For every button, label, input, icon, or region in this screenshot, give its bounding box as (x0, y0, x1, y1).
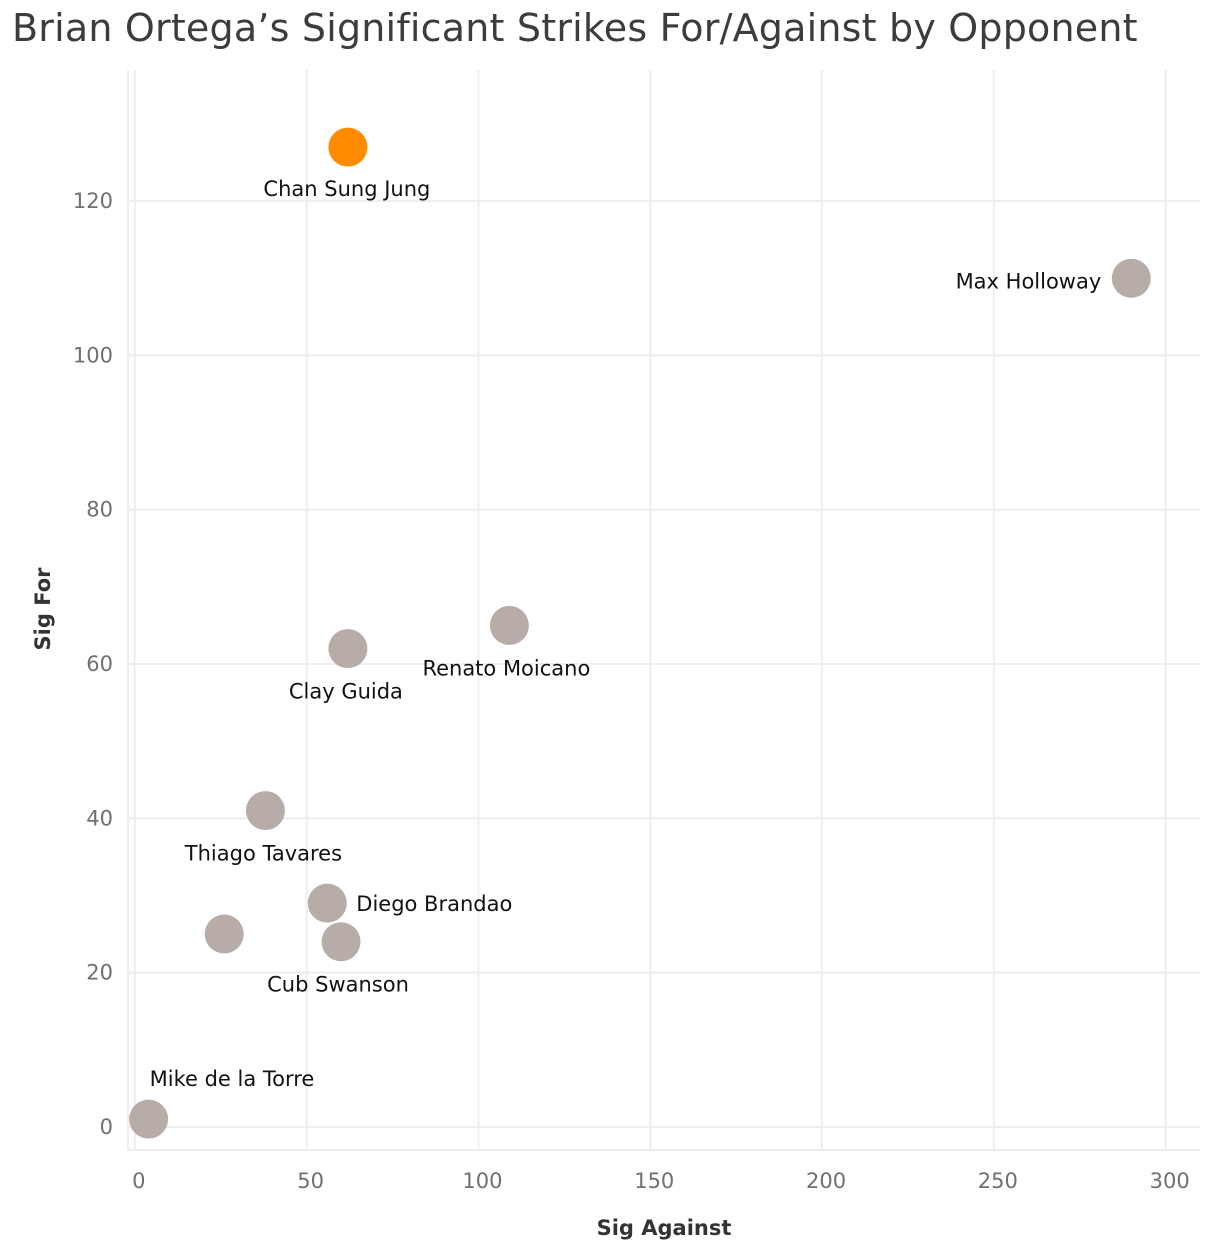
data-point (328, 127, 368, 167)
y-tick-label: 0 (100, 1115, 113, 1139)
x-tick-label: 150 (634, 1169, 674, 1193)
data-label: Renato Moicano (422, 656, 590, 680)
y-tick-label: 120 (73, 189, 113, 213)
data-points (129, 127, 1151, 1139)
y-tick-label: 20 (86, 961, 113, 985)
chart-title: Brian Ortega’s Significant Strikes For/A… (12, 6, 1138, 50)
y-tick-label: 40 (86, 806, 113, 830)
data-point (321, 922, 361, 962)
data-label: Diego Brandao (356, 892, 512, 916)
grid (127, 70, 1200, 1151)
data-label: Clay Guida (289, 680, 403, 704)
data-point (489, 605, 529, 645)
y-tick-label: 60 (86, 652, 113, 676)
x-tick-label: 250 (978, 1169, 1018, 1193)
y-tick-label: 80 (86, 498, 113, 522)
data-label: Chan Sung Jung (263, 177, 430, 201)
data-point (1111, 258, 1151, 298)
data-label: Thiago Tavares (184, 842, 342, 866)
x-tick-label: 50 (297, 1169, 324, 1193)
data-point (307, 883, 347, 923)
x-axis-title: Sig Against (597, 1216, 732, 1240)
data-label: Max Holloway (956, 269, 1102, 293)
data-label: Mike de la Torre (150, 1067, 315, 1091)
y-tick-label: 100 (73, 343, 113, 367)
x-tick-label: 100 (462, 1169, 502, 1193)
data-point (328, 629, 368, 669)
x-tick-label: 300 (1150, 1169, 1190, 1193)
y-axis-ticks: 0 20 40 60 80 100 120 (73, 189, 113, 1139)
data-label: Cub Swanson (267, 973, 409, 997)
data-point (245, 791, 285, 831)
x-tick-label: 200 (806, 1169, 846, 1193)
data-point (204, 914, 244, 954)
x-axis-ticks: 0 50 100 150 200 250 300 (132, 1169, 1190, 1193)
data-point (129, 1099, 169, 1139)
data-labels: Chan Sung Jung Max Holloway Renato Moicano… (150, 177, 1102, 1091)
x-tick-label: 0 (132, 1169, 145, 1193)
y-axis-title: Sig For (31, 567, 55, 651)
